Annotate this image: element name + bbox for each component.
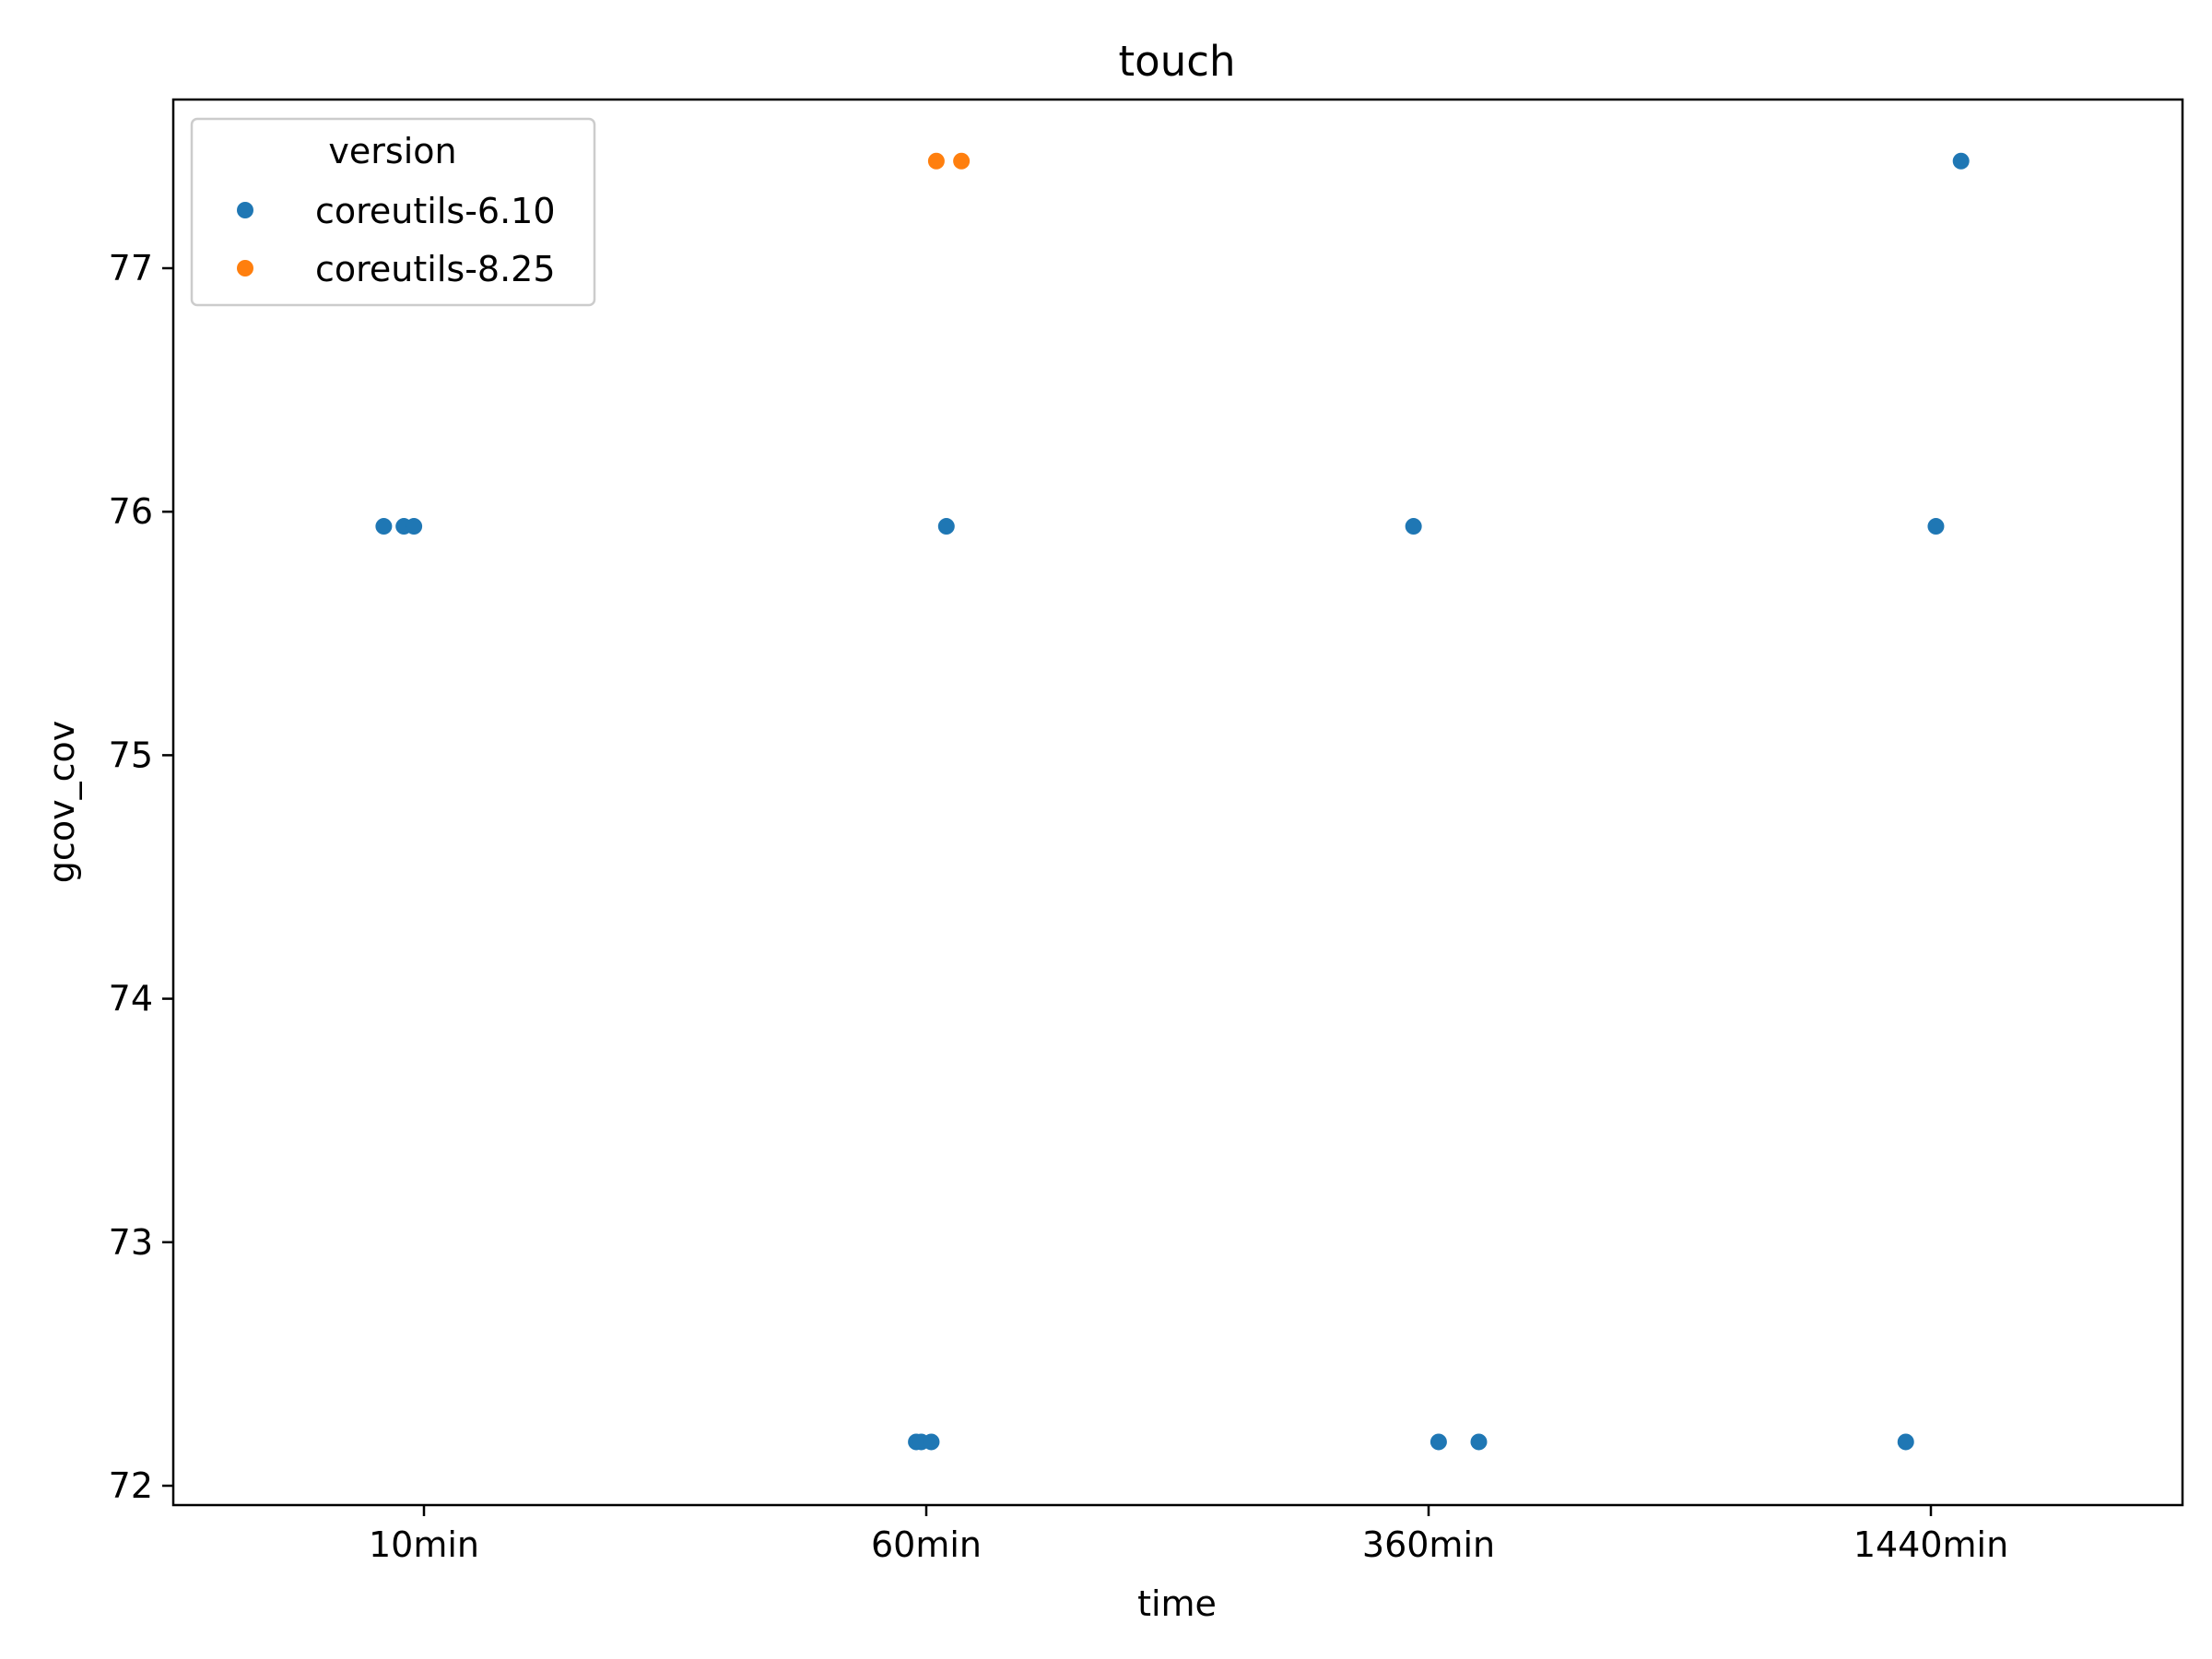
y-tick-label: 77 bbox=[109, 248, 153, 288]
x-tick-label: 10min bbox=[369, 1524, 479, 1565]
data-point-coreutils-6-10 bbox=[1897, 1433, 1914, 1451]
y-tick-label: 72 bbox=[109, 1465, 153, 1506]
data-point-coreutils-6-10 bbox=[923, 1433, 940, 1451]
x-tick-label: 1440min bbox=[1853, 1524, 2008, 1565]
legend-title: version bbox=[328, 131, 456, 171]
x-axis: 10min 60min 360min 1440min bbox=[369, 1505, 2008, 1565]
data-point-coreutils-6-10 bbox=[406, 518, 423, 535]
y-axis: 72 73 74 75 76 77 bbox=[109, 248, 173, 1506]
chart-title: touch bbox=[1119, 37, 1236, 86]
legend: version coreutils-6.10 coreutils-8.25 bbox=[190, 117, 596, 307]
legend-label-coreutils-8-25: coreutils-8.25 bbox=[315, 249, 556, 289]
legend-marker-coreutils-6-10 bbox=[237, 202, 253, 218]
data-point-coreutils-8-25 bbox=[953, 152, 971, 170]
legend-label-coreutils-6-10: coreutils-6.10 bbox=[315, 191, 556, 231]
data-point-coreutils-6-10 bbox=[1470, 1433, 1488, 1451]
data-point-coreutils-6-10 bbox=[1405, 518, 1422, 535]
data-point-coreutils-6-10 bbox=[1952, 152, 1970, 170]
scatter-points bbox=[375, 152, 1970, 1451]
x-tick-label: 360min bbox=[1362, 1524, 1495, 1565]
data-point-coreutils-6-10 bbox=[1927, 518, 1945, 535]
x-tick-label: 60min bbox=[871, 1524, 982, 1565]
y-tick-label: 73 bbox=[109, 1222, 153, 1263]
x-axis-label: time bbox=[1137, 1583, 1217, 1624]
y-tick-label: 75 bbox=[109, 735, 153, 775]
y-axis-label: gcov_cov bbox=[41, 721, 82, 883]
data-point-coreutils-6-10 bbox=[375, 518, 393, 535]
plot-frame bbox=[171, 98, 2184, 1507]
data-point-coreutils-6-10 bbox=[1430, 1433, 1447, 1451]
legend-box bbox=[190, 117, 596, 307]
data-point-coreutils-8-25 bbox=[927, 152, 945, 170]
data-point-coreutils-6-10 bbox=[937, 518, 955, 535]
y-tick-label: 76 bbox=[109, 491, 153, 532]
legend-marker-coreutils-8-25 bbox=[237, 260, 253, 276]
y-tick-label: 74 bbox=[109, 979, 153, 1019]
